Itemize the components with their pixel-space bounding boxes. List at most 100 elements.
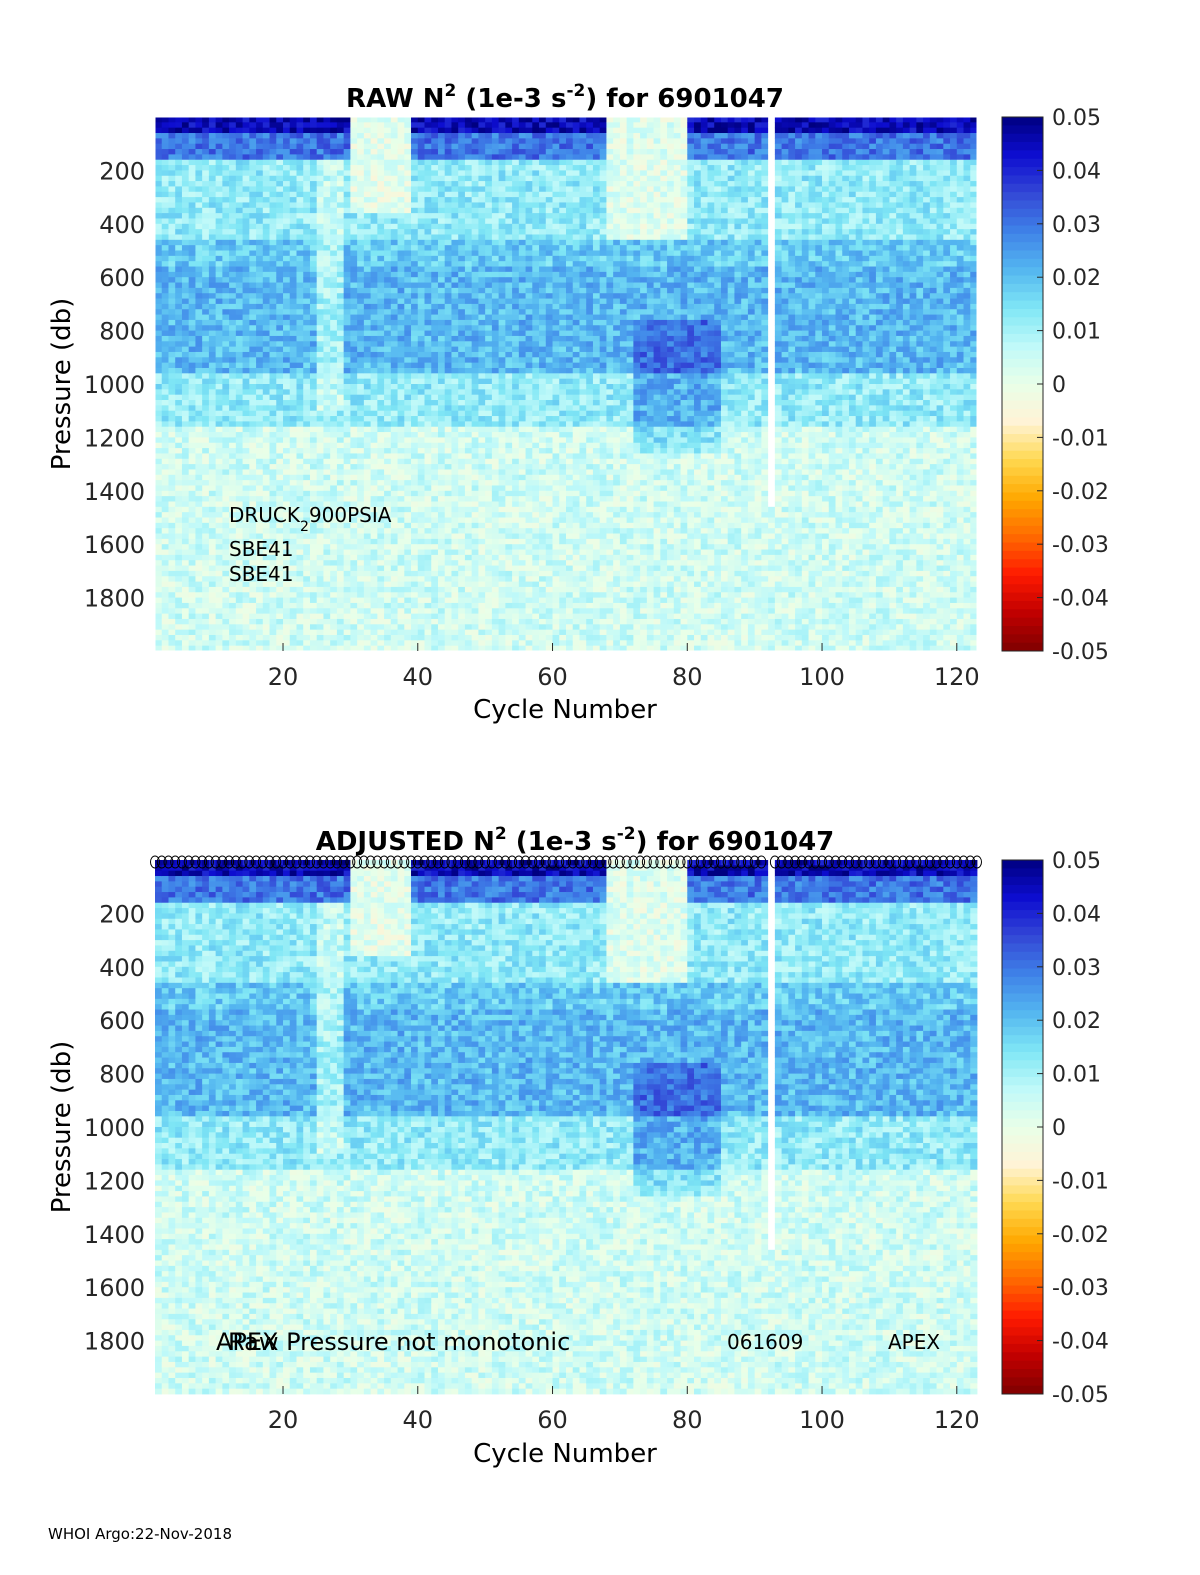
heatmap-cell bbox=[485, 229, 492, 235]
heatmap-cell bbox=[391, 288, 398, 294]
heatmap-cell bbox=[451, 357, 458, 363]
heatmap-cell bbox=[445, 256, 452, 262]
heatmap-cell bbox=[303, 400, 310, 406]
heatmap-cell bbox=[344, 149, 351, 155]
heatmap-cell bbox=[344, 144, 351, 150]
heatmap-cell bbox=[445, 528, 452, 534]
heatmap-cell bbox=[182, 608, 189, 614]
heatmap-cell bbox=[458, 363, 465, 369]
raw-panel: RAW N2 (1e-3 s-2) for 6901047 2004006008… bbox=[47, 81, 1109, 725]
heatmap-cell bbox=[290, 320, 297, 326]
heatmap-cell bbox=[485, 357, 492, 363]
heatmap-cell bbox=[168, 555, 175, 561]
heatmap-cell bbox=[243, 192, 250, 198]
heatmap-cell bbox=[478, 416, 485, 422]
heatmap-cell bbox=[283, 608, 290, 614]
heatmap-cell bbox=[310, 603, 317, 609]
heatmap-cell bbox=[236, 133, 243, 139]
heatmap-cell bbox=[270, 122, 277, 128]
heatmap-cell bbox=[458, 128, 465, 134]
heatmap-cell bbox=[283, 448, 290, 454]
heatmap-cell bbox=[323, 357, 330, 363]
heatmap-cell bbox=[162, 507, 169, 513]
heatmap-cell bbox=[344, 587, 351, 593]
heatmap-cell bbox=[418, 395, 425, 401]
heatmap-cell bbox=[303, 192, 310, 198]
heatmap-cell bbox=[398, 160, 405, 166]
heatmap-cell bbox=[283, 149, 290, 155]
heatmap-cell bbox=[189, 491, 196, 497]
heatmap-cell bbox=[350, 448, 357, 454]
heatmap-cell bbox=[425, 144, 432, 150]
heatmap-cell bbox=[472, 608, 479, 614]
heatmap-cell bbox=[411, 571, 418, 577]
heatmap-cell bbox=[364, 336, 371, 342]
heatmap-cell bbox=[337, 304, 344, 310]
heatmap-cell bbox=[162, 133, 169, 139]
heatmap-cell bbox=[458, 395, 465, 401]
heatmap-cell bbox=[391, 357, 398, 363]
heatmap-cell bbox=[256, 138, 263, 144]
heatmap-cell bbox=[371, 293, 378, 299]
heatmap-cell bbox=[323, 389, 330, 395]
heatmap-cell bbox=[330, 608, 337, 614]
heatmap-cell bbox=[209, 566, 216, 572]
heatmap-cell bbox=[438, 160, 445, 166]
heatmap-cell bbox=[404, 518, 411, 524]
heatmap-cell bbox=[451, 496, 458, 502]
heatmap-cell bbox=[391, 229, 398, 235]
heatmap-cell bbox=[465, 485, 472, 491]
heatmap-cell bbox=[283, 256, 290, 262]
heatmap-cell bbox=[175, 288, 182, 294]
heatmap-cell bbox=[323, 624, 330, 630]
heatmap-cell bbox=[330, 122, 337, 128]
heatmap-cell bbox=[182, 154, 189, 160]
heatmap-cell bbox=[357, 469, 364, 475]
heatmap-cell bbox=[330, 138, 337, 144]
heatmap-cell bbox=[296, 277, 303, 283]
heatmap-cell bbox=[175, 245, 182, 251]
heatmap-cell bbox=[249, 315, 256, 321]
heatmap-cell bbox=[431, 122, 438, 128]
heatmap-cell bbox=[391, 144, 398, 150]
heatmap-cell bbox=[155, 122, 162, 128]
heatmap-cell bbox=[175, 528, 182, 534]
heatmap-cell bbox=[451, 469, 458, 475]
heatmap-cell bbox=[310, 459, 317, 465]
heatmap-cell bbox=[222, 347, 229, 353]
heatmap-cell bbox=[155, 464, 162, 470]
heatmap-cell bbox=[216, 534, 223, 540]
heatmap-cell bbox=[431, 165, 438, 171]
heatmap-cell bbox=[263, 128, 270, 134]
heatmap-cell bbox=[438, 395, 445, 401]
heatmap-cell bbox=[337, 267, 344, 273]
heatmap-cell bbox=[202, 566, 209, 572]
heatmap-cell bbox=[391, 427, 398, 433]
heatmap-cell bbox=[202, 240, 209, 246]
heatmap-cell bbox=[458, 555, 465, 561]
heatmap-cell bbox=[263, 614, 270, 620]
heatmap-cell bbox=[445, 181, 452, 187]
heatmap-cell bbox=[398, 603, 405, 609]
heatmap-cell bbox=[344, 443, 351, 449]
heatmap-cell bbox=[263, 598, 270, 604]
heatmap-cell bbox=[465, 491, 472, 497]
heatmap-cell bbox=[270, 336, 277, 342]
heatmap-cell bbox=[229, 352, 236, 358]
heatmap-cell bbox=[310, 251, 317, 257]
heatmap-cell bbox=[270, 459, 277, 465]
heatmap-cell bbox=[195, 523, 202, 529]
heatmap-cell bbox=[411, 555, 418, 561]
heatmap-cell bbox=[458, 293, 465, 299]
heatmap-cell bbox=[310, 421, 317, 427]
heatmap-cell bbox=[344, 608, 351, 614]
heatmap-cell bbox=[478, 261, 485, 267]
heatmap-cell bbox=[384, 256, 391, 262]
heatmap-cell bbox=[398, 202, 405, 208]
heatmap-cell bbox=[478, 224, 485, 230]
heatmap-cell bbox=[296, 491, 303, 497]
heatmap-cell bbox=[162, 208, 169, 214]
heatmap-cell bbox=[465, 411, 472, 417]
heatmap-cell bbox=[303, 213, 310, 219]
heatmap-cell bbox=[296, 133, 303, 139]
